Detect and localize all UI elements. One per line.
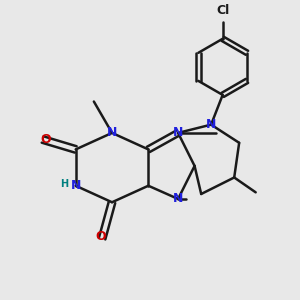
Text: Cl: Cl [216, 4, 229, 17]
Text: N: N [206, 118, 216, 131]
Text: O: O [95, 230, 106, 243]
Text: N: N [107, 126, 117, 140]
Text: N: N [173, 192, 183, 206]
Text: N: N [70, 179, 81, 192]
Text: H: H [60, 179, 68, 189]
Text: O: O [41, 133, 51, 146]
Text: N: N [173, 126, 183, 140]
